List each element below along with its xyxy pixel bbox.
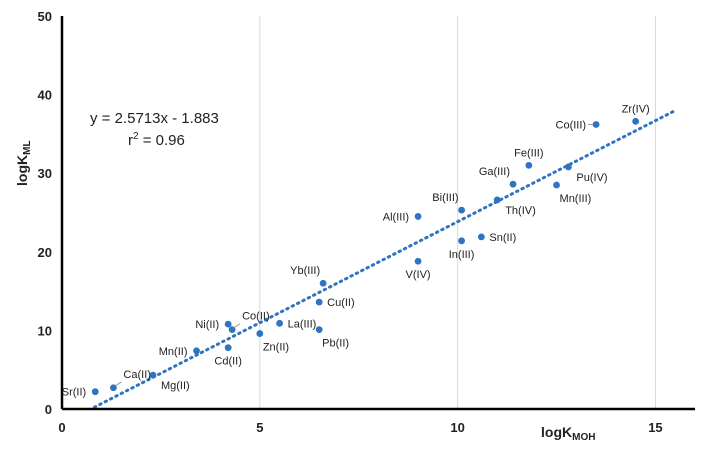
x-tick-label: 0 xyxy=(58,420,65,435)
data-point-cd-ii xyxy=(224,344,232,352)
point-label-ga-iii: Ga(III) xyxy=(479,166,510,178)
point-label-ni-ii: Ni(II) xyxy=(195,319,219,331)
point-label-mn-iii: Mn(III) xyxy=(560,193,592,205)
point-labels-group: Sr(II) Ca(II) Mg(II) Mn(II) Cd(II) Ni(II) Co(I… xyxy=(62,103,650,398)
point-label-v-iv: V(IV) xyxy=(406,269,431,281)
r-squared-value: = 0.96 xyxy=(139,132,185,149)
y-axis-title: logKML xyxy=(14,140,33,186)
data-point-ga-iii xyxy=(509,180,517,188)
axes-group: 0 5 10 15 0 10 20 30 40 50 xyxy=(38,9,695,435)
label-leader-co-ii xyxy=(233,323,241,329)
data-point-in-iii xyxy=(458,237,465,245)
data-points-group xyxy=(91,117,640,396)
r-squared-exponent: 2 xyxy=(133,131,139,142)
data-point-co-iii xyxy=(592,121,600,128)
y-tick-label: 40 xyxy=(38,88,52,103)
data-point-ni-ii xyxy=(224,320,232,328)
y-tick-label: 20 xyxy=(38,245,52,260)
data-point-th-iv xyxy=(493,196,501,204)
r-squared-label: r2 = 0.96 xyxy=(128,131,185,149)
point-label-sn-ii: Sn(II) xyxy=(489,232,516,244)
data-point-mn-ii xyxy=(193,347,200,355)
data-point-mg-ii xyxy=(149,371,157,379)
point-label-yb-iii: Yb(III) xyxy=(290,265,320,277)
point-label-mn-ii: Mn(II) xyxy=(159,346,188,358)
data-point-sr-ii xyxy=(91,388,99,396)
y-tick-label: 10 xyxy=(38,323,52,338)
data-point-yb-iii xyxy=(319,279,327,287)
data-point-sn-ii xyxy=(477,233,485,241)
y-tick-label: 0 xyxy=(45,402,52,417)
point-label-sr-ii: Sr(II) xyxy=(62,387,86,399)
point-label-cd-ii: Cd(II) xyxy=(214,356,242,368)
point-label-co-iii: Co(III) xyxy=(556,119,587,131)
data-point-co-ii xyxy=(228,326,236,334)
data-point-bi-iii xyxy=(458,206,465,214)
x-tick-label: 10 xyxy=(450,420,464,435)
point-label-ca-ii: Ca(II) xyxy=(123,369,150,381)
point-label-in-iii: In(III) xyxy=(449,249,475,261)
x-axis-title: logKMOH xyxy=(541,424,595,443)
point-label-pu-iv: Pu(IV) xyxy=(576,172,607,184)
y-axis-title-sub: ML xyxy=(22,140,33,154)
point-label-la-iii: La(III) xyxy=(288,318,317,330)
point-label-zn-ii: Zn(II) xyxy=(263,342,289,354)
point-label-fe-iii: Fe(III) xyxy=(514,147,543,159)
grid-lines xyxy=(259,16,656,409)
data-point-zn-ii xyxy=(256,330,264,337)
r-squared-r: r xyxy=(128,132,133,149)
trendline-group xyxy=(92,108,678,409)
data-point-ca-ii xyxy=(110,384,117,392)
x-tick-label: 15 xyxy=(648,420,662,435)
trendline-equation: y = 2.5713x - 1.883 xyxy=(90,110,219,127)
point-label-cu-ii: Cu(II) xyxy=(327,297,355,309)
point-label-zr-iv: Zr(IV) xyxy=(622,103,650,115)
y-tick-label: 30 xyxy=(38,166,52,181)
y-axis-title-main: logK xyxy=(14,155,30,186)
data-point-fe-iii xyxy=(525,161,533,169)
data-point-zr-iv xyxy=(632,117,640,125)
data-point-mn-iii xyxy=(553,181,560,189)
point-label-co-ii: Co(II) xyxy=(242,311,270,323)
point-label-th-iv: Th(IV) xyxy=(505,205,536,217)
x-axis-title-main: logK xyxy=(541,424,572,440)
x-axis-title-sub: MOH xyxy=(572,432,595,443)
data-point-al-iii xyxy=(414,213,422,220)
data-point-cu-ii xyxy=(315,298,323,306)
x-tick-label: 5 xyxy=(256,420,263,435)
point-label-pb-ii: Pb(II) xyxy=(322,338,349,350)
label-leader-ca-ii xyxy=(115,381,122,387)
point-label-bi-iii: Bi(III) xyxy=(432,192,458,204)
y-tick-label: 50 xyxy=(38,9,52,24)
point-label-al-iii: Al(III) xyxy=(383,211,409,223)
trendline xyxy=(92,108,678,409)
data-point-pb-ii xyxy=(315,326,323,334)
data-point-v-iv xyxy=(414,257,422,265)
point-label-mg-ii: Mg(II) xyxy=(161,380,190,392)
data-point-la-iii xyxy=(276,319,283,327)
data-point-pu-iv xyxy=(565,163,572,171)
